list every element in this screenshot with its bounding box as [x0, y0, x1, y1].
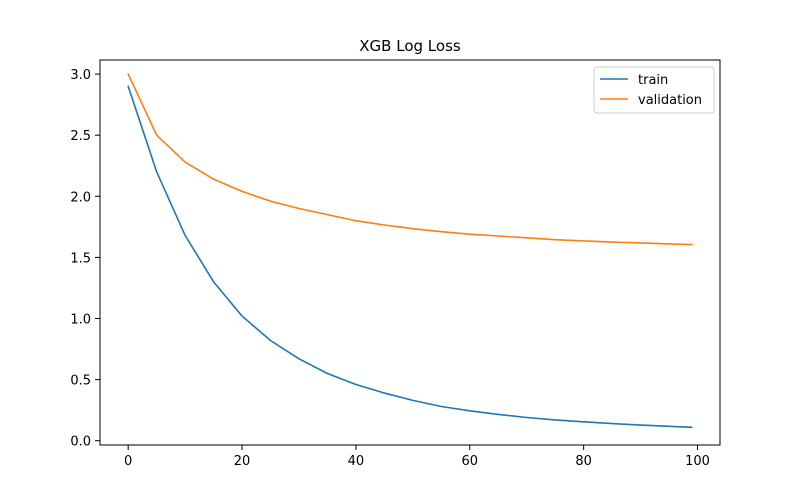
- x-tick-label: 100: [685, 454, 710, 469]
- plot-area: [99, 59, 721, 446]
- x-axis: 0 20 40 60 80 100: [124, 445, 710, 469]
- x-tick-label: 20: [234, 454, 251, 469]
- legend: train validation: [593, 66, 715, 114]
- y-tick-label: 2.5: [70, 129, 91, 144]
- y-tick-label: 0.5: [70, 374, 91, 389]
- y-tick-label: 2.0: [70, 190, 91, 205]
- x-tick-label: 60: [462, 454, 479, 469]
- series-line-train: [127, 85, 693, 429]
- y-tick-label: 0.0: [70, 435, 91, 450]
- x-tick-label: 40: [348, 454, 365, 469]
- y-tick-label: 1.5: [70, 251, 91, 266]
- chart-title: XGB Log Loss: [359, 37, 461, 55]
- x-tick-label: 80: [575, 454, 592, 469]
- series-layer: [127, 73, 693, 429]
- x-tick-label: 0: [124, 454, 132, 469]
- y-tick-label: 3.0: [70, 68, 91, 83]
- y-axis: 0.0 0.5 1.0 1.5 2.0 2.5 3.0: [70, 68, 100, 450]
- legend-label-train: train: [638, 73, 668, 88]
- y-tick-label: 1.0: [70, 313, 91, 328]
- series-line-validation: [127, 73, 693, 246]
- legend-label-validation: validation: [638, 93, 702, 108]
